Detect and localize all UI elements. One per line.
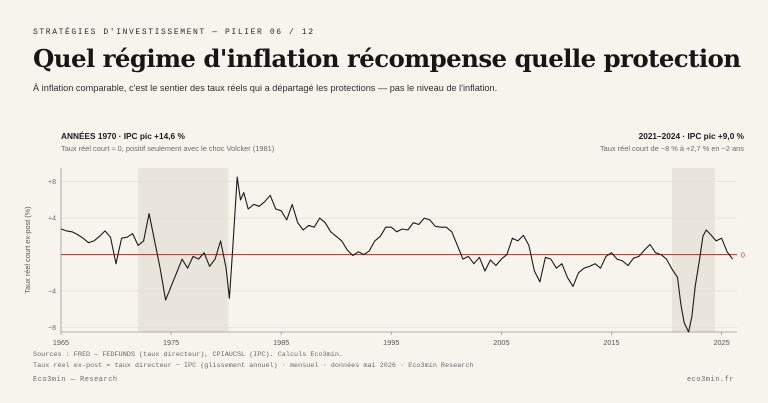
x-tick-label: 2005	[493, 338, 509, 347]
x-tick-label: 1985	[273, 338, 289, 347]
shaded-period-1	[672, 168, 715, 332]
x-tick-label: 1965	[53, 338, 69, 347]
annotation-2021-title: 2021–2024 · IPC pic +9,0 %	[638, 131, 744, 141]
annotation-2021: 2021–2024 · IPC pic +9,0 % Taux réel cou…	[600, 131, 744, 153]
y-tick-label: −8	[48, 325, 56, 332]
annotation-1970s-sub: Taux réel court ≈ 0, positif seulement a…	[61, 144, 275, 153]
source-line-2: Taux réel ex-post = taux directeur − IPC…	[33, 362, 474, 370]
x-tick-label: 2025	[713, 338, 729, 347]
page-title: Quel régime d'inflation récompense quell…	[33, 44, 741, 73]
y-tick-label: +4	[48, 216, 56, 223]
x-tick-label: 1975	[163, 338, 179, 347]
annotation-1970s-title: ANNÉES 1970 · IPC pic +14,6 %	[61, 131, 185, 141]
footer-url: eco3min.fr	[686, 376, 734, 384]
y-tick-label: −4	[48, 289, 56, 296]
subtitle: À inflation comparable, c'est le sentier…	[33, 83, 498, 93]
y-axis-label: Taux réel court ex-post (%)	[23, 206, 32, 293]
shaded-period-0	[138, 168, 229, 332]
x-tick-label: 1995	[383, 338, 399, 347]
annotation-2021-sub: Taux réel court de −8 % à +2,7 % en ~2 a…	[599, 144, 744, 153]
annotation-1970s: ANNÉES 1970 · IPC pic +14,6 % Taux réel …	[61, 131, 274, 153]
footer-brand: Eco3min — Research	[33, 376, 118, 384]
series-line-0	[60, 176, 734, 333]
eyebrow: STRATÉGIES D'INVESTISSEMENT — PILIER 06 …	[33, 28, 315, 37]
y-tick-label: +8	[48, 179, 56, 186]
source-note: Sources : FRED — FEDFUNDS (taux directeu…	[33, 350, 474, 372]
source-line-1: Sources : FRED — FEDFUNDS (taux directeu…	[33, 351, 343, 359]
zero-label: 0	[741, 253, 745, 260]
x-tick-label: 2015	[603, 338, 619, 347]
